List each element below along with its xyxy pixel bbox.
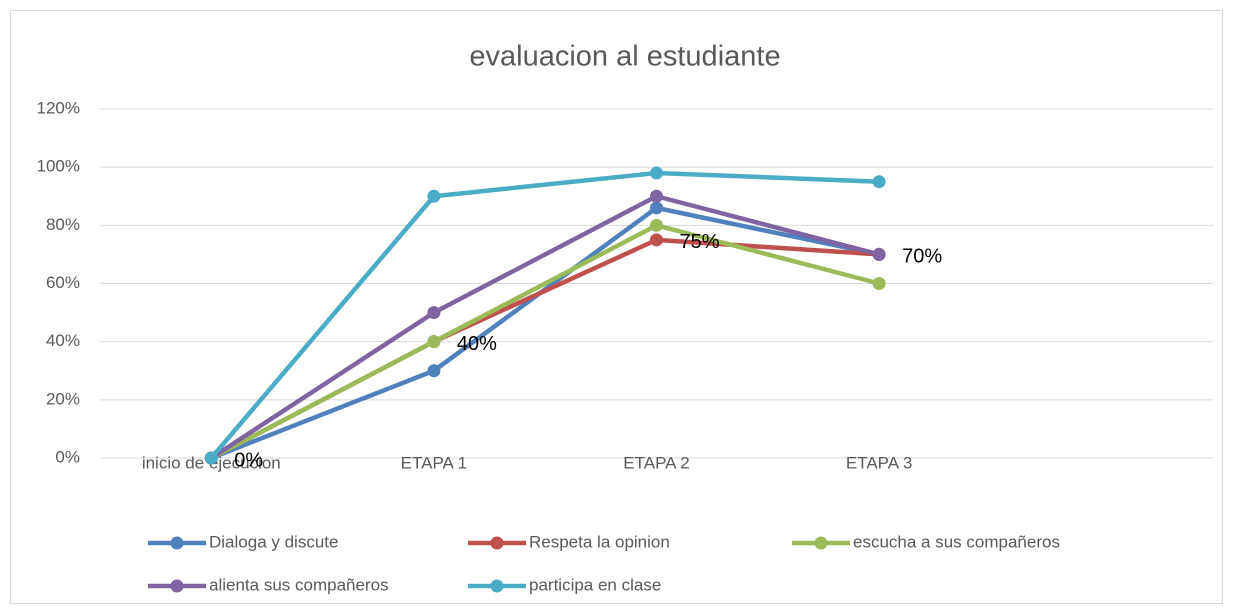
legend-label: escucha a sus compañeros — [853, 532, 1060, 551]
legend-marker — [490, 579, 504, 593]
data-label: 40% — [457, 333, 497, 355]
data-point — [427, 306, 441, 320]
y-tick-label: 20% — [46, 389, 80, 408]
y-tick-label: 80% — [46, 215, 80, 234]
x-tick-label: ETAPA 3 — [846, 453, 912, 472]
y-tick-label: 120% — [37, 98, 80, 117]
data-point — [427, 189, 441, 203]
data-label: 0% — [234, 449, 263, 471]
y-tick-label: 40% — [46, 331, 80, 350]
series-line — [210, 194, 880, 460]
data-label: 70% — [902, 246, 942, 268]
data-point — [872, 277, 886, 290]
legend-marker — [490, 536, 504, 550]
legend-marker — [170, 536, 184, 550]
data-point — [427, 364, 441, 378]
data-point — [650, 201, 663, 215]
series-line — [209, 170, 880, 460]
x-tick-label: ETAPA 2 — [623, 453, 689, 472]
y-tick-label: 0% — [55, 447, 80, 466]
y-tick-label: 100% — [37, 157, 80, 176]
series-line — [210, 223, 880, 460]
data-point — [650, 189, 663, 203]
x-tick-label: ETAPA 1 — [401, 453, 467, 472]
data-label: 75% — [680, 231, 720, 253]
legend-label: participa en clase — [529, 575, 661, 594]
data-point — [204, 451, 218, 465]
data-point — [650, 218, 663, 232]
y-tick-label: 60% — [46, 273, 80, 292]
legend-label: alienta sus compañeros — [209, 575, 389, 594]
chart-title: evaluacion al estudiante — [469, 41, 780, 73]
data-point — [650, 166, 663, 180]
legend-label: Respeta la opinion — [529, 532, 670, 551]
legend-label: Dialoga y discute — [209, 532, 338, 551]
data-point — [650, 233, 663, 247]
data-point — [427, 335, 441, 349]
legend-marker — [814, 536, 828, 550]
legend-marker — [170, 579, 184, 593]
data-point — [872, 175, 886, 189]
chart-frame — [10, 10, 1223, 604]
data-point — [872, 247, 886, 261]
